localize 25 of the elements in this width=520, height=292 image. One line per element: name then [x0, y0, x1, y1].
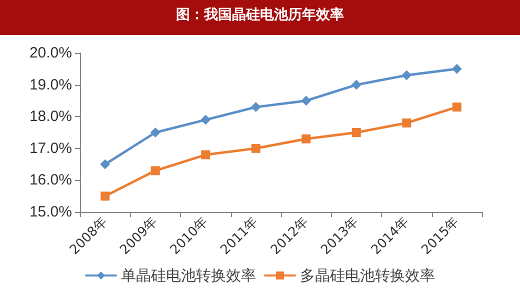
legend-label: 多晶硅电池转换效率	[300, 266, 435, 284]
point	[150, 128, 160, 138]
point	[100, 159, 110, 170]
point	[302, 134, 311, 144]
point	[200, 114, 211, 125]
y-tick-label: 15.0%	[29, 204, 72, 220]
y-tick-label: 19.0%	[29, 76, 72, 94]
y-tick-label: 18.0%	[29, 108, 72, 126]
y-tick-label: 16.0%	[29, 172, 72, 189]
chart-title: 图：我国晶硅电池历年效率	[0, 0, 520, 35]
point	[452, 64, 462, 74]
point	[352, 128, 361, 137]
point	[150, 166, 160, 176]
point	[251, 144, 260, 153]
y-tick-label: 20.0%	[29, 44, 72, 62]
point	[250, 102, 261, 112]
point	[402, 70, 412, 80]
point	[351, 80, 362, 90]
point	[452, 102, 462, 112]
point	[201, 150, 210, 160]
point	[301, 96, 312, 106]
point	[100, 192, 110, 201]
y-tick-label: 17.0%	[29, 140, 72, 157]
point	[402, 118, 412, 128]
legend-label: 单晶硅电池转换效率	[121, 266, 256, 284]
